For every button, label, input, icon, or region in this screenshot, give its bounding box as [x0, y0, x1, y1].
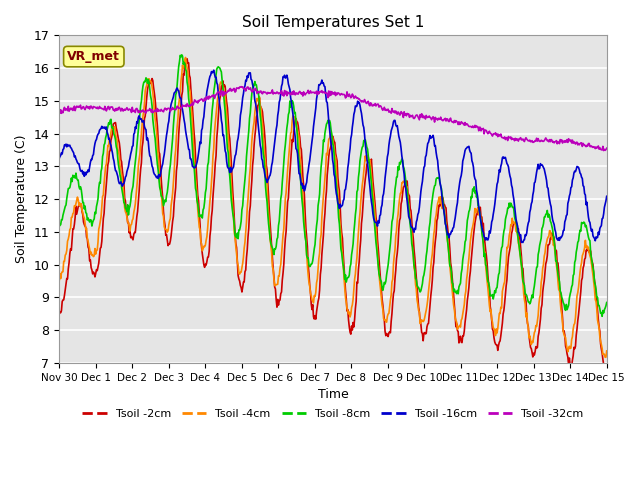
Text: VR_met: VR_met	[67, 50, 120, 63]
Y-axis label: Soil Temperature (C): Soil Temperature (C)	[15, 135, 28, 264]
Title: Soil Temperatures Set 1: Soil Temperatures Set 1	[242, 15, 424, 30]
Legend: Tsoil -2cm, Tsoil -4cm, Tsoil -8cm, Tsoil -16cm, Tsoil -32cm: Tsoil -2cm, Tsoil -4cm, Tsoil -8cm, Tsoi…	[78, 404, 588, 423]
X-axis label: Time: Time	[317, 388, 348, 401]
